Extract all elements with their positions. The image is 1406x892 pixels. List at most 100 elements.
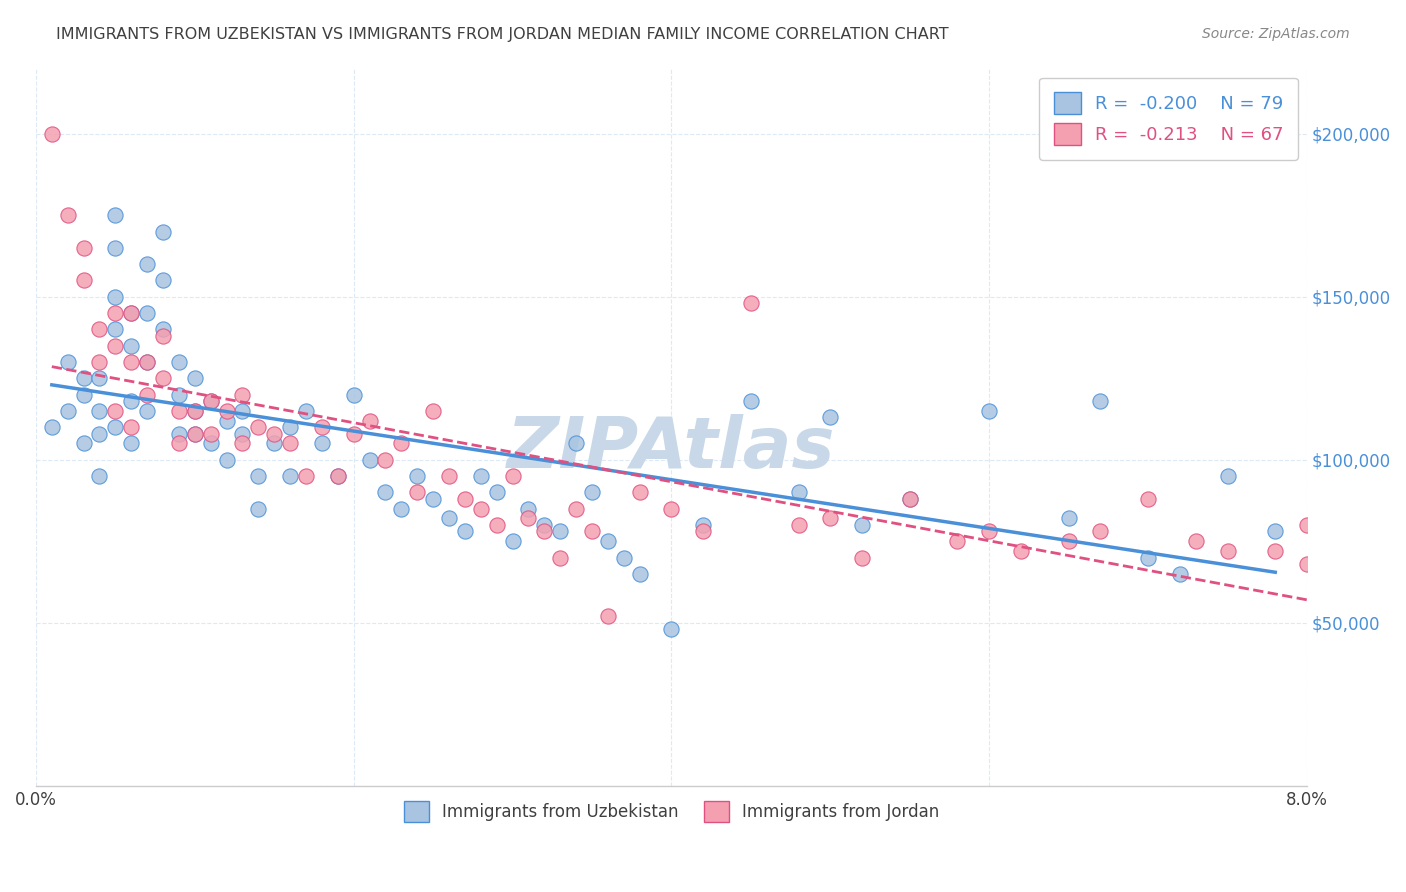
- Point: [263, 436, 285, 450]
- Point: [152, 273, 174, 287]
- Point: [374, 452, 396, 467]
- Point: [596, 609, 619, 624]
- Point: [359, 452, 381, 467]
- Text: Source: ZipAtlas.com: Source: ZipAtlas.com: [1202, 27, 1350, 41]
- Point: [406, 469, 429, 483]
- Point: [311, 420, 333, 434]
- Point: [1296, 518, 1319, 533]
- Point: [184, 404, 207, 418]
- Point: [278, 469, 301, 483]
- Point: [1090, 394, 1112, 409]
- Point: [184, 426, 207, 441]
- Point: [56, 208, 79, 222]
- Point: [89, 469, 111, 483]
- Point: [311, 436, 333, 450]
- Point: [104, 208, 127, 222]
- Point: [89, 426, 111, 441]
- Point: [152, 225, 174, 239]
- Point: [1057, 534, 1080, 549]
- Point: [200, 394, 222, 409]
- Point: [898, 491, 921, 506]
- Point: [1296, 557, 1319, 571]
- Point: [200, 426, 222, 441]
- Point: [820, 410, 842, 425]
- Point: [231, 436, 253, 450]
- Text: ZIPAtlas: ZIPAtlas: [508, 414, 835, 483]
- Point: [454, 524, 477, 539]
- Point: [72, 387, 94, 401]
- Point: [215, 404, 238, 418]
- Point: [104, 306, 127, 320]
- Point: [851, 550, 873, 565]
- Point: [692, 518, 714, 533]
- Point: [548, 524, 571, 539]
- Point: [326, 469, 349, 483]
- Point: [851, 518, 873, 533]
- Point: [596, 534, 619, 549]
- Point: [104, 338, 127, 352]
- Point: [120, 436, 142, 450]
- Point: [437, 511, 460, 525]
- Point: [72, 273, 94, 287]
- Point: [1184, 534, 1206, 549]
- Point: [422, 404, 444, 418]
- Point: [343, 387, 366, 401]
- Point: [136, 306, 159, 320]
- Point: [898, 491, 921, 506]
- Point: [1057, 511, 1080, 525]
- Point: [167, 387, 190, 401]
- Point: [152, 322, 174, 336]
- Point: [740, 296, 762, 310]
- Point: [152, 329, 174, 343]
- Point: [120, 355, 142, 369]
- Point: [56, 404, 79, 418]
- Point: [787, 485, 810, 500]
- Point: [278, 436, 301, 450]
- Point: [533, 518, 555, 533]
- Point: [389, 436, 412, 450]
- Point: [167, 426, 190, 441]
- Point: [215, 452, 238, 467]
- Point: [72, 371, 94, 385]
- Point: [787, 518, 810, 533]
- Text: IMMIGRANTS FROM UZBEKISTAN VS IMMIGRANTS FROM JORDAN MEDIAN FAMILY INCOME CORREL: IMMIGRANTS FROM UZBEKISTAN VS IMMIGRANTS…: [56, 27, 949, 42]
- Point: [979, 404, 1001, 418]
- Point: [326, 469, 349, 483]
- Point: [89, 404, 111, 418]
- Point: [41, 420, 63, 434]
- Point: [295, 404, 318, 418]
- Point: [89, 355, 111, 369]
- Point: [104, 241, 127, 255]
- Legend: Immigrants from Uzbekistan, Immigrants from Jordan: Immigrants from Uzbekistan, Immigrants f…: [391, 788, 952, 835]
- Point: [89, 371, 111, 385]
- Point: [548, 550, 571, 565]
- Point: [72, 436, 94, 450]
- Point: [263, 426, 285, 441]
- Point: [502, 534, 524, 549]
- Point: [56, 355, 79, 369]
- Point: [231, 426, 253, 441]
- Point: [278, 420, 301, 434]
- Point: [389, 501, 412, 516]
- Point: [41, 127, 63, 141]
- Point: [946, 534, 969, 549]
- Point: [104, 322, 127, 336]
- Point: [295, 469, 318, 483]
- Point: [184, 371, 207, 385]
- Point: [661, 622, 683, 636]
- Point: [247, 501, 270, 516]
- Point: [120, 394, 142, 409]
- Point: [104, 420, 127, 434]
- Point: [517, 511, 540, 525]
- Point: [120, 420, 142, 434]
- Point: [565, 436, 588, 450]
- Point: [1090, 524, 1112, 539]
- Point: [152, 371, 174, 385]
- Point: [120, 306, 142, 320]
- Point: [72, 241, 94, 255]
- Point: [454, 491, 477, 506]
- Point: [104, 404, 127, 418]
- Point: [613, 550, 636, 565]
- Point: [581, 485, 603, 500]
- Point: [979, 524, 1001, 539]
